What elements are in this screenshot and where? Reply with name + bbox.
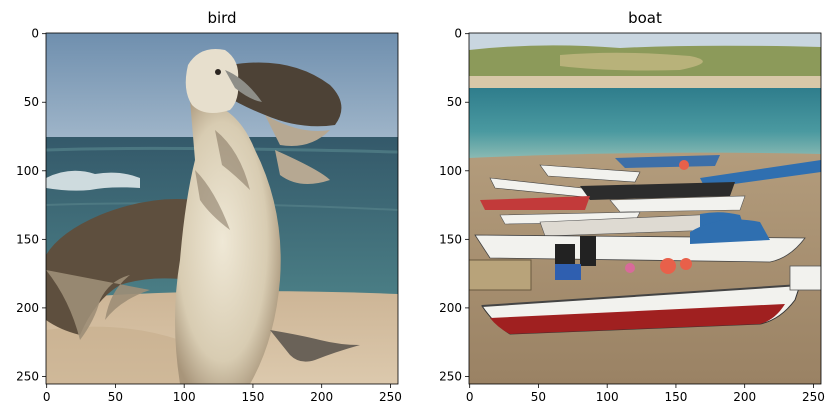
- bird-beak: [225, 70, 262, 102]
- y-tick-label: 200: [439, 301, 462, 315]
- boat-cover: [690, 219, 770, 244]
- x-tick-label: 200: [733, 390, 756, 404]
- y-tick-label: 250: [439, 369, 462, 383]
- buoy: [679, 160, 689, 170]
- x-tick-label: 150: [664, 390, 687, 404]
- boat: [609, 195, 746, 213]
- image-boat: [469, 33, 821, 384]
- x-tick-label: 0: [466, 390, 474, 404]
- axis-ticks: 0 50 100 150 200 250 0 50 100 150 200 250: [16, 27, 402, 404]
- y-tick-label: 0: [454, 27, 462, 41]
- x-tick-label: 100: [173, 390, 196, 404]
- boat: [539, 164, 641, 183]
- x-tick-label: 200: [310, 390, 333, 404]
- x-tick-label: 0: [43, 390, 51, 404]
- beach-far: [469, 76, 821, 89]
- crate: [469, 259, 532, 291]
- y-tick-label: 50: [24, 95, 39, 109]
- y-tick-label: 250: [16, 369, 39, 383]
- axes-frame: [45, 32, 399, 385]
- boat-foreground-hull: [490, 304, 785, 334]
- axis-ticks: 0 50 100 150 200 250 0 50 100 150 200 250: [439, 27, 825, 404]
- wave-line: [46, 146, 398, 154]
- dunes-light: [560, 52, 703, 71]
- outboard-motor: [580, 236, 596, 266]
- x-tick-label: 100: [596, 390, 619, 404]
- y-tick-label: 200: [16, 301, 39, 315]
- buoy: [680, 258, 692, 270]
- bird-head: [185, 49, 239, 114]
- crate: [555, 264, 581, 280]
- sea-region: [469, 88, 821, 160]
- x-tick-label: 50: [531, 390, 546, 404]
- buoy: [625, 263, 635, 273]
- x-tick-label: 150: [241, 390, 264, 404]
- image-bird: [46, 33, 398, 384]
- bird-breast-mottling: [195, 130, 250, 230]
- panel-title: bird: [207, 9, 236, 27]
- sand-shadow: [46, 326, 200, 384]
- boat: [615, 155, 720, 168]
- boat-gunwale: [481, 284, 801, 307]
- y-tick-label: 100: [16, 164, 39, 178]
- x-tick-label: 50: [108, 390, 123, 404]
- bird-foot: [270, 330, 360, 362]
- axes-frame: [468, 32, 822, 385]
- y-tick-label: 0: [31, 27, 39, 41]
- y-tick-label: 150: [439, 232, 462, 246]
- bird-wing-raised: [225, 62, 342, 127]
- boat: [580, 182, 735, 200]
- bird-wing-feathers: [46, 270, 150, 340]
- y-tick-label: 150: [16, 232, 39, 246]
- y-tick-label: 100: [439, 164, 462, 178]
- x-tick-label: 250: [802, 390, 825, 404]
- x-tick-label: 250: [379, 390, 402, 404]
- surf-foam: [46, 170, 140, 191]
- bird-eye: [215, 69, 221, 75]
- panel-title: boat: [628, 9, 662, 27]
- buoy: [660, 258, 676, 274]
- y-tick-label: 50: [447, 95, 462, 109]
- bird-wing-raised-feathers: [265, 115, 330, 184]
- panel-bird: bird 0 50 100 150 200 250 0: [16, 9, 402, 404]
- boat: [700, 160, 821, 188]
- boat-stern-right: [789, 265, 821, 291]
- boat: [480, 196, 590, 210]
- panel-boat: boat: [439, 9, 825, 404]
- bird-body: [175, 100, 281, 384]
